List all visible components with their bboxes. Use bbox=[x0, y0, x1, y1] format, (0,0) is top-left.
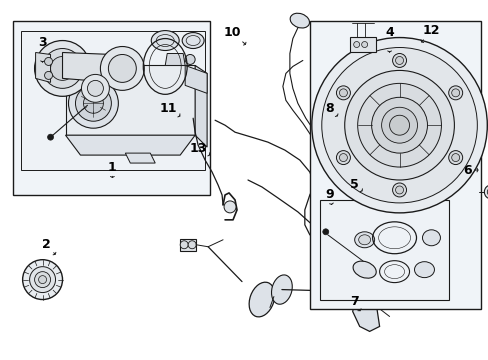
Polygon shape bbox=[62, 53, 118, 82]
Circle shape bbox=[357, 84, 441, 167]
Circle shape bbox=[44, 58, 52, 66]
Circle shape bbox=[39, 276, 46, 284]
Circle shape bbox=[75, 85, 111, 121]
Circle shape bbox=[381, 107, 417, 143]
Polygon shape bbox=[125, 153, 155, 163]
Polygon shape bbox=[339, 144, 437, 182]
Circle shape bbox=[395, 57, 403, 64]
Circle shape bbox=[185, 54, 195, 64]
Text: 2: 2 bbox=[42, 238, 56, 255]
Circle shape bbox=[322, 229, 328, 235]
Polygon shape bbox=[352, 292, 379, 332]
Circle shape bbox=[395, 186, 403, 194]
Text: 1: 1 bbox=[108, 161, 117, 177]
Circle shape bbox=[68, 78, 118, 128]
Bar bbox=[180, 239, 196, 251]
Circle shape bbox=[371, 97, 427, 153]
Bar bbox=[13, 21, 210, 195]
Polygon shape bbox=[65, 66, 195, 135]
Circle shape bbox=[339, 89, 346, 97]
Bar bbox=[349, 37, 375, 53]
Ellipse shape bbox=[289, 13, 309, 28]
Ellipse shape bbox=[151, 31, 179, 50]
Circle shape bbox=[35, 272, 50, 288]
Text: 6: 6 bbox=[462, 163, 477, 176]
Circle shape bbox=[35, 41, 90, 96]
Circle shape bbox=[188, 241, 196, 249]
Circle shape bbox=[47, 134, 53, 140]
Bar bbox=[20, 31, 204, 170]
Text: 11: 11 bbox=[159, 102, 180, 117]
Text: 12: 12 bbox=[420, 24, 439, 42]
Ellipse shape bbox=[325, 224, 353, 260]
Ellipse shape bbox=[248, 282, 274, 317]
Circle shape bbox=[448, 86, 462, 100]
Circle shape bbox=[392, 54, 406, 67]
Text: 5: 5 bbox=[349, 179, 362, 192]
Circle shape bbox=[331, 234, 347, 250]
Circle shape bbox=[344, 71, 453, 180]
Ellipse shape bbox=[354, 232, 374, 248]
Circle shape bbox=[108, 54, 136, 82]
Ellipse shape bbox=[352, 261, 375, 278]
Circle shape bbox=[311, 37, 487, 213]
Ellipse shape bbox=[422, 230, 440, 246]
Bar bbox=[329, 164, 347, 176]
Circle shape bbox=[448, 150, 462, 165]
Circle shape bbox=[81, 75, 109, 102]
Text: 10: 10 bbox=[223, 26, 245, 45]
Circle shape bbox=[100, 46, 144, 90]
Circle shape bbox=[389, 115, 408, 135]
Circle shape bbox=[392, 183, 406, 197]
Polygon shape bbox=[36, 53, 50, 82]
Circle shape bbox=[361, 41, 367, 48]
Text: 13: 13 bbox=[189, 141, 209, 156]
Circle shape bbox=[336, 86, 350, 100]
Circle shape bbox=[22, 260, 62, 300]
Ellipse shape bbox=[358, 235, 370, 245]
Circle shape bbox=[83, 93, 103, 113]
Circle shape bbox=[320, 161, 334, 175]
Circle shape bbox=[451, 154, 459, 162]
Circle shape bbox=[451, 89, 459, 97]
Circle shape bbox=[483, 185, 488, 199]
Text: 4: 4 bbox=[385, 26, 393, 52]
Ellipse shape bbox=[353, 232, 375, 258]
Ellipse shape bbox=[271, 275, 292, 304]
Polygon shape bbox=[185, 66, 207, 93]
Circle shape bbox=[44, 71, 52, 80]
Polygon shape bbox=[65, 135, 195, 155]
Polygon shape bbox=[195, 66, 207, 147]
Text: 7: 7 bbox=[349, 295, 360, 311]
Circle shape bbox=[42, 49, 82, 88]
Bar bbox=[309, 21, 480, 310]
Bar bbox=[319, 200, 448, 300]
Text: 3: 3 bbox=[38, 36, 47, 62]
Circle shape bbox=[339, 154, 346, 162]
Text: 9: 9 bbox=[325, 188, 333, 204]
Circle shape bbox=[224, 201, 236, 213]
Polygon shape bbox=[165, 54, 185, 66]
Circle shape bbox=[336, 150, 350, 165]
Circle shape bbox=[321, 48, 476, 203]
Circle shape bbox=[180, 241, 188, 249]
Circle shape bbox=[87, 80, 103, 96]
Text: 8: 8 bbox=[325, 102, 337, 117]
Ellipse shape bbox=[414, 262, 433, 278]
Circle shape bbox=[353, 41, 359, 48]
Circle shape bbox=[50, 57, 74, 80]
Circle shape bbox=[315, 156, 339, 180]
Ellipse shape bbox=[182, 32, 203, 49]
Circle shape bbox=[487, 188, 488, 196]
Circle shape bbox=[30, 267, 56, 293]
